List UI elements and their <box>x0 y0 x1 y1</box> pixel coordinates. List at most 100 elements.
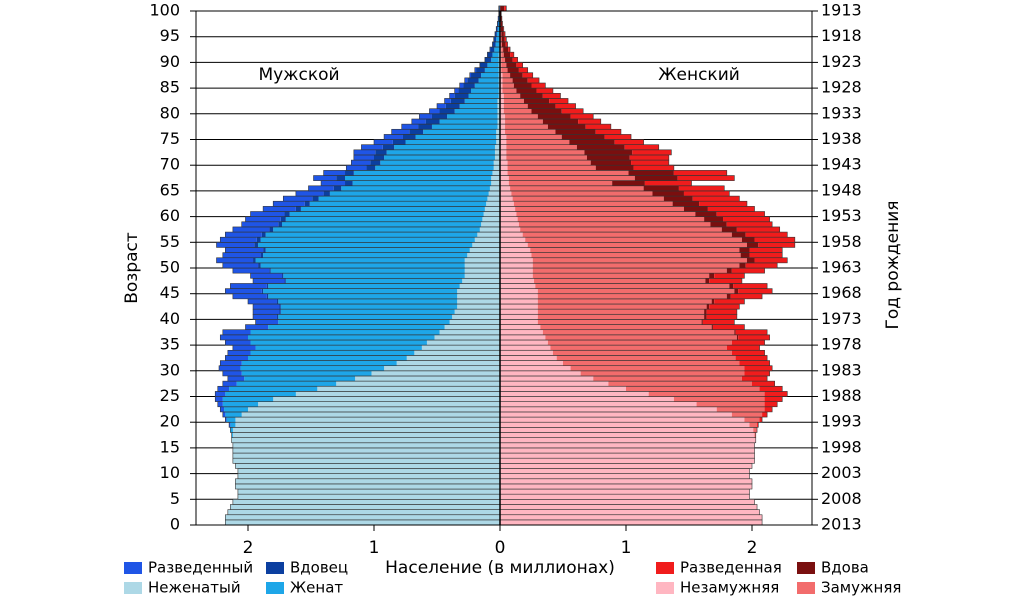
female-divorced-bar <box>749 247 782 252</box>
male-married-bar <box>263 289 457 294</box>
female-unmarried-bar <box>500 299 538 304</box>
male-widowed-bar <box>269 268 270 273</box>
male-unmarried-bar <box>455 309 500 314</box>
female-widowed-bar <box>734 289 738 294</box>
male-unmarried-bar <box>491 176 500 181</box>
male-unmarried-bar <box>336 381 500 386</box>
female-divorced-bar <box>596 129 621 134</box>
female-widowed-bar <box>739 247 749 252</box>
male-married-bar <box>384 155 495 160</box>
birth-year-tick-label: 1983 <box>821 360 862 379</box>
male-widowed-bar <box>267 294 268 299</box>
female-widowed-bar <box>644 186 679 191</box>
male-unmarried-bar <box>490 186 500 191</box>
female-divorced-bar <box>519 68 528 73</box>
female-divorced-bar <box>732 268 765 273</box>
male-divorced-bar <box>248 299 277 304</box>
female-widowed-bar <box>500 6 504 11</box>
female-married-bar <box>543 330 735 335</box>
male-divorced-bar <box>233 294 267 299</box>
female-unmarried-bar <box>500 278 534 283</box>
female-unmarried-bar <box>500 268 533 273</box>
female-widowed-bar <box>505 57 513 62</box>
male-unmarried-bar <box>407 355 500 360</box>
male-unmarried-bar <box>486 201 500 206</box>
female-divorced-bar <box>742 376 767 381</box>
male-married-bar <box>248 335 434 340</box>
female-divorced-bar <box>645 181 692 186</box>
female-married-bar <box>505 114 538 119</box>
male-divorced-bar <box>256 319 279 324</box>
legend-swatch <box>656 562 674 574</box>
male-unmarried-bar <box>465 258 500 263</box>
male-widowed-bar <box>312 196 318 201</box>
female-divorced-bar <box>707 309 737 314</box>
legend-label: Вдова <box>821 559 869 577</box>
female-divorced-bar <box>513 57 518 62</box>
female-unmarried-bar <box>500 289 538 294</box>
female-widowed-bar <box>569 140 614 145</box>
male-unmarried-bar <box>487 196 500 201</box>
x-tick-label: 1 <box>621 538 632 558</box>
male-unmarried-bar <box>462 278 500 283</box>
female-unmarried-bar <box>500 247 530 252</box>
female-unmarried-bar <box>500 453 755 458</box>
female-widowed-bar <box>514 83 532 88</box>
male-widowed-bar <box>280 304 281 309</box>
male-widowed-bar <box>418 124 432 129</box>
male-unmarried-bar <box>472 242 500 247</box>
male-widowed-bar <box>374 155 384 160</box>
male-married-bar <box>223 397 273 402</box>
male-widowed-bar <box>491 47 495 52</box>
female-married-bar <box>533 258 747 263</box>
male-divorced-bar <box>218 402 223 407</box>
male-divorced-bar <box>230 283 267 288</box>
female-unmarried-bar <box>500 242 528 247</box>
birth-year-tick-label: 1973 <box>821 309 862 328</box>
male-married-bar <box>387 150 495 155</box>
female-married-bar <box>530 247 739 252</box>
female-unmarried-bar <box>500 253 532 258</box>
female-divorced-bar <box>709 278 742 283</box>
birth-year-tick-label: 1918 <box>821 26 862 45</box>
female-unmarried-bar <box>500 463 752 468</box>
male-divorced-bar <box>225 289 262 294</box>
female-widowed-bar <box>712 325 713 330</box>
male-widowed-bar <box>345 170 354 175</box>
female-unmarried-bar <box>500 474 749 479</box>
female-unmarried-bar <box>500 427 753 432</box>
male-unmarried-bar <box>258 402 500 407</box>
female-divorced-bar <box>708 206 755 211</box>
female-divorced-bar <box>762 412 767 417</box>
male-married-bar <box>258 242 472 247</box>
age-tick-label: 65 <box>160 180 180 199</box>
x-tick-label: 2 <box>747 538 758 558</box>
female-unmarried-bar <box>500 458 755 463</box>
female-unmarried-bar <box>500 510 760 515</box>
female-widowed-bar <box>652 191 684 196</box>
female-unmarried-bar <box>500 181 509 186</box>
male-unmarried-bar <box>233 499 500 504</box>
male-married-bar <box>230 427 233 432</box>
male-divorced-bar <box>217 242 255 247</box>
age-tick-label: 35 <box>160 335 180 354</box>
male-divorced-bar <box>225 355 248 360</box>
male-unmarried-bar <box>484 212 500 217</box>
male-unmarried-bar <box>422 345 500 350</box>
female-widowed-bar <box>528 104 556 109</box>
age-tick-label: 75 <box>160 129 180 148</box>
female-divorced-bar <box>684 191 729 196</box>
male-divorced-bar <box>233 345 256 350</box>
female-divorced-bar <box>678 176 735 181</box>
birth-year-tick-label: 1928 <box>821 78 862 97</box>
male-widowed-bar <box>455 93 469 98</box>
male-widowed-bar <box>383 145 394 150</box>
male-unmarried-bar <box>238 474 500 479</box>
female-divorced-bar <box>630 155 669 160</box>
female-married-bar <box>581 371 745 376</box>
birth-year-tick-label: 1988 <box>821 386 862 405</box>
female-unmarried-bar <box>500 330 543 335</box>
age-tick-label: 0 <box>170 515 180 534</box>
female-married-bar <box>732 412 762 417</box>
female-unmarried-bar <box>500 433 755 438</box>
